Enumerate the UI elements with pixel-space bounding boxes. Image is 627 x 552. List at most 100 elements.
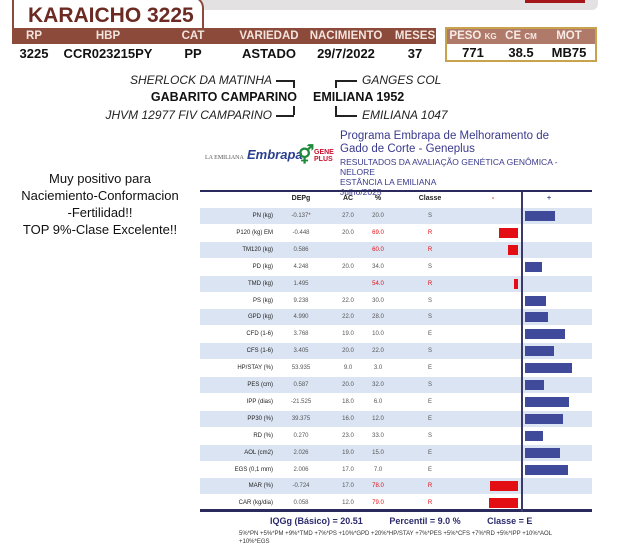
table-row: PS (kg) 9.238 22.0 30.0 S bbox=[200, 293, 592, 309]
col-plus: + bbox=[546, 195, 552, 202]
table-row: EGS (0,1 mm) 2.006 17.0 7.0 E bbox=[200, 462, 592, 478]
depg-cell: 0.587 bbox=[293, 382, 309, 388]
depg-cell: 53.935 bbox=[291, 365, 311, 372]
depg-cell: 9.238 bbox=[293, 297, 309, 304]
positive-bar bbox=[525, 430, 543, 441]
table-row: PES (cm) 0.587 20.0 32.0 S bbox=[200, 377, 592, 393]
negative-bar bbox=[489, 498, 518, 509]
program-header: Programa Embrapa de Melhoramento de Gado… bbox=[340, 130, 580, 197]
bar-axis bbox=[521, 192, 523, 512]
trait-cell: PES (cm) bbox=[247, 382, 273, 388]
percentil-value: Percentil = 9.0 % bbox=[389, 516, 461, 526]
sire-sire: SHERLOCK DA MATINHA bbox=[129, 73, 272, 87]
pct-cell: 6.0 bbox=[373, 398, 383, 405]
value-rp: 3225 bbox=[19, 46, 49, 61]
program-date: Julho/2025 bbox=[340, 187, 382, 197]
geneplus-logo: GENE PLUS bbox=[314, 149, 334, 163]
view-photo-button[interactable] bbox=[525, 0, 585, 3]
comment-note: Muy positivo para Naciemiento-Conformaci… bbox=[21, 171, 179, 237]
program-subtitle: RESULTADOS DA AVALIAÇÃO GENÉTICA GENÔMIC… bbox=[340, 157, 558, 177]
value-hbp: CCR023215PY bbox=[63, 46, 153, 61]
ac-cell: 17.0 bbox=[342, 483, 354, 490]
ac-cell: 16.0 bbox=[342, 415, 354, 422]
table-row: GPD (kg) 4.990 22.0 28.0 S bbox=[200, 309, 592, 326]
table-row: P120 (kg) EM -0.448 20.0 69.0 R bbox=[200, 225, 592, 241]
positive-bar bbox=[525, 447, 560, 458]
ac-cell: 18.0 bbox=[342, 398, 354, 405]
positive-bar bbox=[525, 346, 554, 357]
classe-cell: E bbox=[427, 415, 433, 422]
pedigree-connector bbox=[276, 115, 294, 117]
classe-cell: E bbox=[427, 449, 433, 456]
depg-cell: 3.768 bbox=[293, 331, 309, 338]
classe-cell: S bbox=[427, 263, 433, 270]
trait-cell: PP30 (%) bbox=[247, 415, 273, 422]
trait-cell: RD (%) bbox=[253, 432, 273, 439]
table-row: IPP (dias) -21.525 18.0 6.0 E bbox=[200, 394, 592, 410]
trait-cell: TMD (kg) bbox=[248, 280, 273, 287]
depg-cell: 4.990 bbox=[293, 314, 309, 321]
value-variedad: ASTADO bbox=[242, 46, 296, 61]
pct-cell: 22.0 bbox=[372, 348, 384, 355]
depg-cell: 2.006 bbox=[293, 466, 309, 473]
negative-bar bbox=[490, 481, 518, 492]
trait-cell: P120 (kg) EM bbox=[236, 229, 273, 236]
pct-cell: 12.0 bbox=[372, 415, 384, 422]
depg-cell: 3.405 bbox=[293, 348, 309, 355]
pedigree-connector bbox=[293, 80, 295, 88]
ac-cell: 20.0 bbox=[342, 382, 354, 388]
classe-cell: S bbox=[427, 348, 433, 355]
depg-cell: 1.495 bbox=[293, 280, 309, 287]
classe-cell: S bbox=[427, 382, 433, 388]
col-classe: Classe bbox=[418, 195, 442, 202]
table-row: HP/STAY (%) 53.935 9.0 3.0 E bbox=[200, 360, 592, 376]
ac-cell: 23.0 bbox=[342, 432, 354, 439]
genetic-evaluation-table: DEPg AC % Classe - + PN (kg) -0.137* 27.0 2… bbox=[200, 190, 592, 512]
pedigree-connector bbox=[335, 106, 337, 115]
table-row: RD (%) 0.270 23.0 33.0 S bbox=[200, 428, 592, 444]
classe-cell: R bbox=[427, 500, 433, 507]
pct-cell: 69.0 bbox=[372, 229, 384, 236]
ac-cell: 20.0 bbox=[342, 263, 354, 270]
depg-cell: -0.137* bbox=[291, 213, 311, 219]
depg-cell: -0.724 bbox=[292, 483, 310, 490]
ac-cell: 20.0 bbox=[342, 229, 354, 236]
trait-cell: PS (kg) bbox=[252, 297, 273, 304]
ac-cell: 12.0 bbox=[342, 500, 354, 507]
trait-cell: CAR (kg/dia) bbox=[238, 500, 273, 507]
la-emiliana-logo: LA EMILIANA bbox=[205, 155, 244, 161]
depg-cell: 4.248 bbox=[293, 263, 309, 270]
positive-bar bbox=[525, 295, 546, 306]
table-row: PP30 (%) 39.375 16.0 12.0 E bbox=[200, 410, 592, 427]
animal-title-tab: KARAICHO 3225 bbox=[12, 0, 204, 28]
trait-cell: MAR (%) bbox=[248, 483, 273, 490]
negative-bar bbox=[508, 244, 518, 255]
header-cat: CAT bbox=[181, 30, 205, 42]
table-row: CAR (kg/dia) 0.058 12.0 79.0 R bbox=[200, 495, 592, 511]
ac-cell: 20.0 bbox=[342, 348, 354, 355]
trait-cell: PN (kg) bbox=[252, 213, 273, 219]
pct-cell: 30.0 bbox=[372, 297, 384, 304]
table-row: MAR (%) -0.724 17.0 78.0 R bbox=[200, 478, 592, 495]
header-mot: MOT bbox=[556, 30, 582, 42]
classe-cell: E bbox=[427, 466, 433, 473]
negative-bar bbox=[514, 278, 518, 289]
index-summary: IQGg (Básico) = 20.51 Percentil = 9.0 % … bbox=[270, 516, 532, 526]
positive-bar bbox=[525, 363, 572, 374]
pct-cell: 79.0 bbox=[372, 500, 384, 507]
pct-cell: 28.0 bbox=[372, 314, 384, 321]
value-ce: 38.5 bbox=[508, 45, 534, 60]
pct-cell: 33.0 bbox=[372, 432, 384, 439]
positive-bar bbox=[525, 413, 563, 424]
top-bar bbox=[178, 0, 598, 10]
pct-cell: 20.0 bbox=[372, 213, 384, 219]
table-row: PN (kg) -0.137* 27.0 20.0 S bbox=[200, 208, 592, 224]
ac-cell: 27.0 bbox=[342, 213, 354, 219]
table-row: PD (kg) 4.248 20.0 34.0 S bbox=[200, 259, 592, 275]
value-peso: 771 bbox=[462, 45, 484, 60]
col-ac: AC bbox=[342, 195, 354, 202]
geneplus-icon: ⚥ bbox=[298, 145, 315, 165]
positive-bar bbox=[525, 329, 565, 340]
positive-bar bbox=[525, 261, 542, 272]
program-title: Programa Embrapa de Melhoramento de Gado… bbox=[340, 130, 550, 155]
